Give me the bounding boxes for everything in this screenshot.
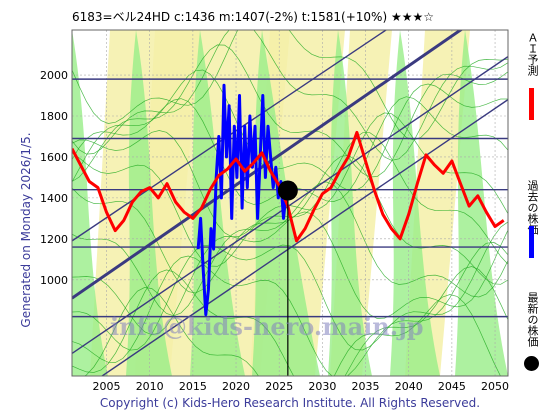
y-tick-label-1: 1200: [40, 233, 68, 246]
plot-area: [72, 30, 508, 376]
y-tick-label-5: 2000: [40, 69, 68, 82]
y-tick-label-4: 1800: [40, 110, 68, 123]
x-tick-label-8: 2045: [438, 380, 466, 393]
legend-label-prediction: ＡＩ予測: [526, 32, 539, 76]
y-tick-label-0: 1000: [40, 274, 68, 287]
band-green-5: [390, 30, 440, 376]
band-line-1: [72, 30, 508, 161]
band-green-4: [328, 30, 372, 376]
legend-swatch-history: [529, 226, 534, 258]
legend-swatch-prediction: [529, 88, 534, 120]
legend-item-prediction: ＡＩ予測: [524, 32, 540, 122]
y-tick-label-3: 1600: [40, 151, 68, 164]
legend-label-latest: 最新の株価: [526, 292, 539, 347]
x-tick-label-7: 2040: [395, 380, 423, 393]
band-green-1: [126, 30, 172, 376]
legend-item-latest: 最新の株価: [524, 292, 540, 376]
watermark-text: info@kids-hero.main.jp: [110, 312, 424, 341]
band-line-10: [72, 221, 508, 351]
plot-border: [71, 29, 509, 377]
trend-line-3: [72, 30, 388, 242]
legend-label-history: 過去の株価: [526, 180, 539, 235]
x-tick-label-1: 2010: [136, 380, 164, 393]
latest-price-marker: [277, 180, 298, 201]
y-tick-label-2: 1400: [40, 192, 68, 205]
band-line-11: [72, 241, 508, 376]
trend-line-0: [100, 99, 508, 376]
trend-line-2: [72, 30, 464, 300]
x-tick-label-2: 2015: [179, 380, 207, 393]
x-tick-label-9: 2050: [481, 380, 509, 393]
x-tick-label-6: 2035: [352, 380, 380, 393]
band-line-12: [72, 266, 508, 376]
x-tick-label-5: 2030: [308, 380, 336, 393]
chart-title: 6183=ベル24HD c:1436 m:1407(-2%) t:1581(+1…: [72, 10, 434, 24]
band-line-3: [72, 69, 508, 191]
legend-swatch-latest: [524, 356, 539, 371]
band-green-0: [72, 30, 108, 376]
band-line-13: [83, 287, 501, 376]
copyright-text: Copyright (c) Kids-Hero Research Institu…: [99, 396, 481, 410]
trend-line-1: [72, 56, 508, 355]
legend-item-history: 過去の株価: [524, 180, 540, 260]
x-tick-label-0: 2005: [93, 380, 121, 393]
x-tick-label-3: 2020: [222, 380, 250, 393]
x-tick-label-4: 2025: [265, 380, 293, 393]
generated-date-label: Generated on Monday 2026/1/5.: [19, 132, 33, 328]
